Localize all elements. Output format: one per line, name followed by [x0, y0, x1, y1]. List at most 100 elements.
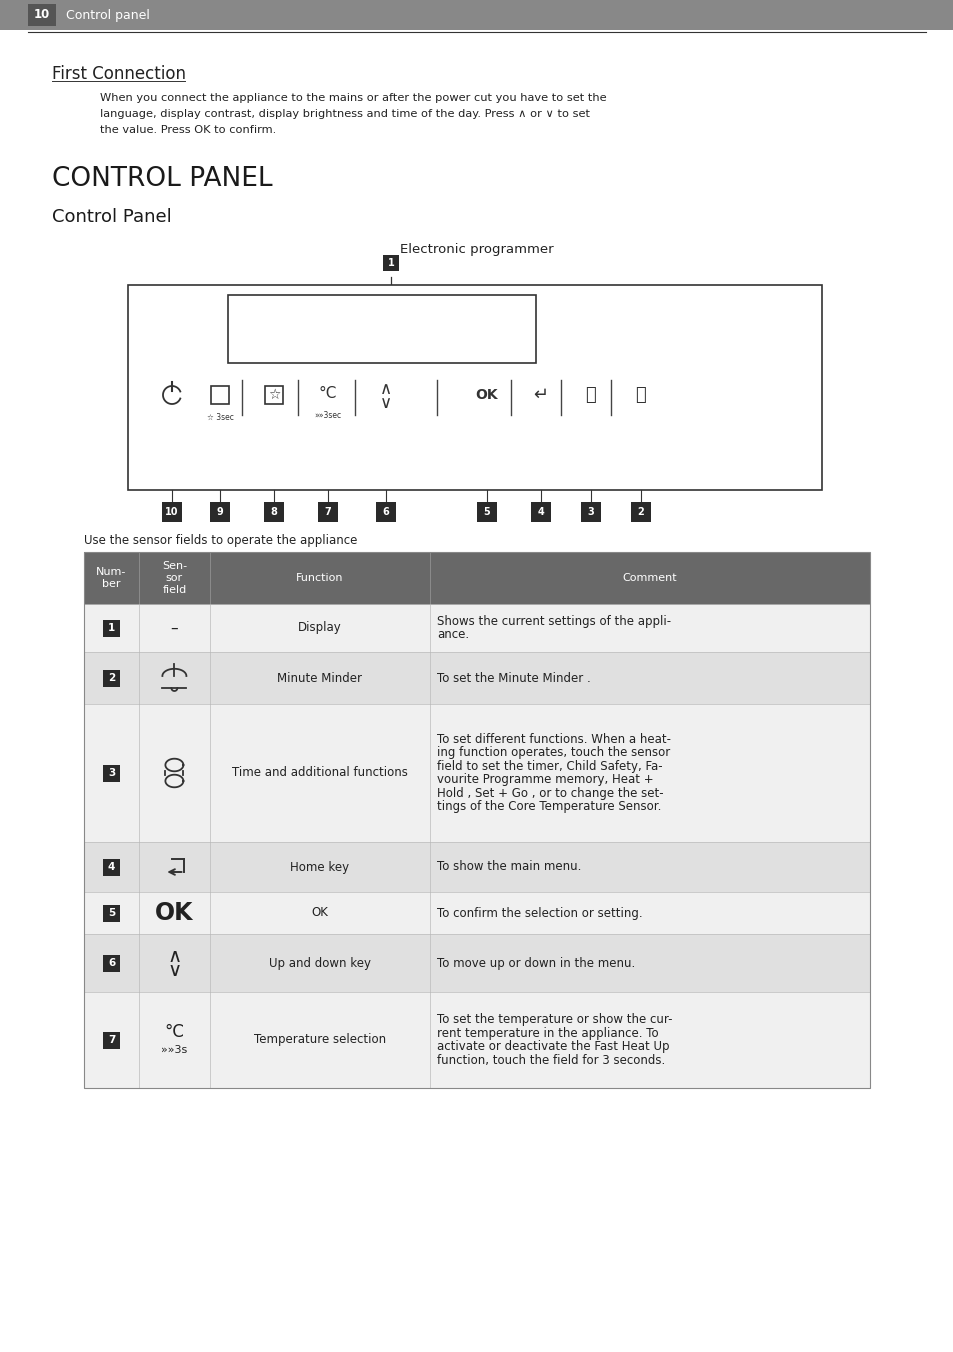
- Bar: [382, 256, 398, 270]
- Bar: [84, 892, 869, 934]
- Bar: [580, 502, 600, 522]
- Text: ☆ 3sec: ☆ 3sec: [207, 412, 233, 422]
- Text: To confirm the selection or setting.: To confirm the selection or setting.: [436, 906, 641, 919]
- Text: OK: OK: [155, 900, 193, 925]
- Text: Comment: Comment: [622, 573, 677, 583]
- Text: 4: 4: [108, 863, 115, 872]
- Text: 7: 7: [108, 1036, 115, 1045]
- Bar: [103, 904, 120, 922]
- Text: 10: 10: [165, 507, 178, 516]
- Text: tings of the Core Temperature Sensor.: tings of the Core Temperature Sensor.: [436, 800, 660, 814]
- Text: ∧: ∧: [167, 946, 181, 965]
- Bar: [228, 295, 536, 362]
- Text: language, display contrast, display brightness and time of the day. Press ∧ or ∨: language, display contrast, display brig…: [100, 110, 589, 119]
- Text: 4: 4: [537, 507, 544, 516]
- Text: –: –: [171, 621, 178, 635]
- Bar: [103, 764, 120, 781]
- Text: Time and additional functions: Time and additional functions: [232, 767, 407, 780]
- Bar: [84, 552, 869, 604]
- Text: the value. Press OK to confirm.: the value. Press OK to confirm.: [100, 124, 276, 135]
- Text: To set the temperature or show the cur-: To set the temperature or show the cur-: [436, 1013, 672, 1026]
- Bar: [84, 652, 869, 704]
- Bar: [317, 502, 337, 522]
- Bar: [162, 502, 182, 522]
- Text: 5: 5: [108, 909, 115, 918]
- Text: °C: °C: [164, 1023, 184, 1041]
- Text: 1: 1: [387, 258, 394, 268]
- Text: 10: 10: [34, 8, 51, 22]
- Bar: [211, 387, 229, 404]
- Text: 3: 3: [108, 768, 115, 777]
- Text: ↵: ↵: [533, 387, 548, 404]
- Text: ⌛: ⌛: [585, 387, 596, 404]
- Text: Function: Function: [295, 573, 343, 583]
- Text: Display: Display: [297, 622, 341, 634]
- Bar: [84, 704, 869, 842]
- Bar: [103, 955, 120, 972]
- Text: vourite Programme memory, Heat +: vourite Programme memory, Heat +: [436, 773, 653, 787]
- Text: rent temperature in the appliance. To: rent temperature in the appliance. To: [436, 1026, 658, 1040]
- Text: ∨: ∨: [379, 393, 392, 412]
- Text: 2: 2: [637, 507, 643, 516]
- Bar: [0, 0, 953, 30]
- Bar: [84, 992, 869, 1088]
- Text: °C: °C: [318, 385, 336, 400]
- Text: 6: 6: [382, 507, 389, 516]
- Bar: [210, 502, 230, 522]
- Text: 5: 5: [483, 507, 490, 516]
- Bar: [103, 1032, 120, 1049]
- Text: To set the Minute Minder .: To set the Minute Minder .: [436, 672, 590, 684]
- Text: 7: 7: [324, 507, 331, 516]
- Text: Minute Minder: Minute Minder: [277, 672, 362, 684]
- Bar: [84, 842, 869, 892]
- Bar: [84, 552, 869, 1088]
- Bar: [264, 502, 284, 522]
- Text: Control panel: Control panel: [66, 8, 150, 22]
- Bar: [265, 387, 283, 404]
- Text: Electronic programmer: Electronic programmer: [399, 243, 554, 256]
- Bar: [531, 502, 551, 522]
- Text: ing function operates, touch the sensor: ing function operates, touch the sensor: [436, 746, 669, 760]
- Text: activate or deactivate the Fast Heat Up: activate or deactivate the Fast Heat Up: [436, 1040, 669, 1053]
- Text: Hold , Set + Go , or to change the set-: Hold , Set + Go , or to change the set-: [436, 787, 662, 800]
- Bar: [630, 502, 650, 522]
- Text: ance.: ance.: [436, 629, 469, 641]
- Text: Use the sensor fields to operate the appliance: Use the sensor fields to operate the app…: [84, 534, 357, 548]
- Text: Temperature selection: Temperature selection: [253, 1033, 385, 1046]
- Bar: [103, 859, 120, 876]
- Text: Sen-
sor
field: Sen- sor field: [162, 561, 187, 595]
- Text: field to set the timer, Child Safety, Fa-: field to set the timer, Child Safety, Fa…: [436, 760, 661, 773]
- Text: Control Panel: Control Panel: [52, 208, 172, 226]
- Bar: [375, 502, 395, 522]
- Text: 3: 3: [587, 507, 594, 516]
- Text: 1: 1: [108, 623, 115, 633]
- Text: Num-
ber: Num- ber: [96, 568, 127, 589]
- Text: 8: 8: [271, 507, 277, 516]
- Text: ∧: ∧: [379, 380, 392, 397]
- Text: To move up or down in the menu.: To move up or down in the menu.: [436, 956, 635, 969]
- Text: ☆: ☆: [268, 388, 280, 402]
- Text: First Connection: First Connection: [52, 65, 186, 82]
- Text: 2: 2: [108, 673, 115, 683]
- Text: »»3s: »»3s: [161, 1045, 188, 1055]
- Text: To show the main menu.: To show the main menu.: [436, 860, 580, 873]
- Text: To set different functions. When a heat-: To set different functions. When a heat-: [436, 733, 670, 746]
- Bar: [84, 934, 869, 992]
- Bar: [476, 502, 497, 522]
- Text: Up and down key: Up and down key: [269, 956, 371, 969]
- Text: OK: OK: [311, 906, 328, 919]
- Bar: [28, 4, 56, 26]
- Text: »»3sec: »»3sec: [314, 411, 341, 420]
- Bar: [128, 285, 821, 489]
- Text: OK: OK: [476, 388, 497, 402]
- Text: 9: 9: [216, 507, 223, 516]
- Bar: [103, 669, 120, 687]
- Text: Home key: Home key: [290, 860, 349, 873]
- Bar: [84, 604, 869, 652]
- Text: 6: 6: [108, 959, 115, 968]
- Text: ⍾: ⍾: [635, 387, 646, 404]
- Bar: [103, 619, 120, 637]
- Text: CONTROL PANEL: CONTROL PANEL: [52, 166, 273, 192]
- Text: When you connect the appliance to the mains or after the power cut you have to s: When you connect the appliance to the ma…: [100, 93, 606, 103]
- Text: ∨: ∨: [167, 960, 181, 979]
